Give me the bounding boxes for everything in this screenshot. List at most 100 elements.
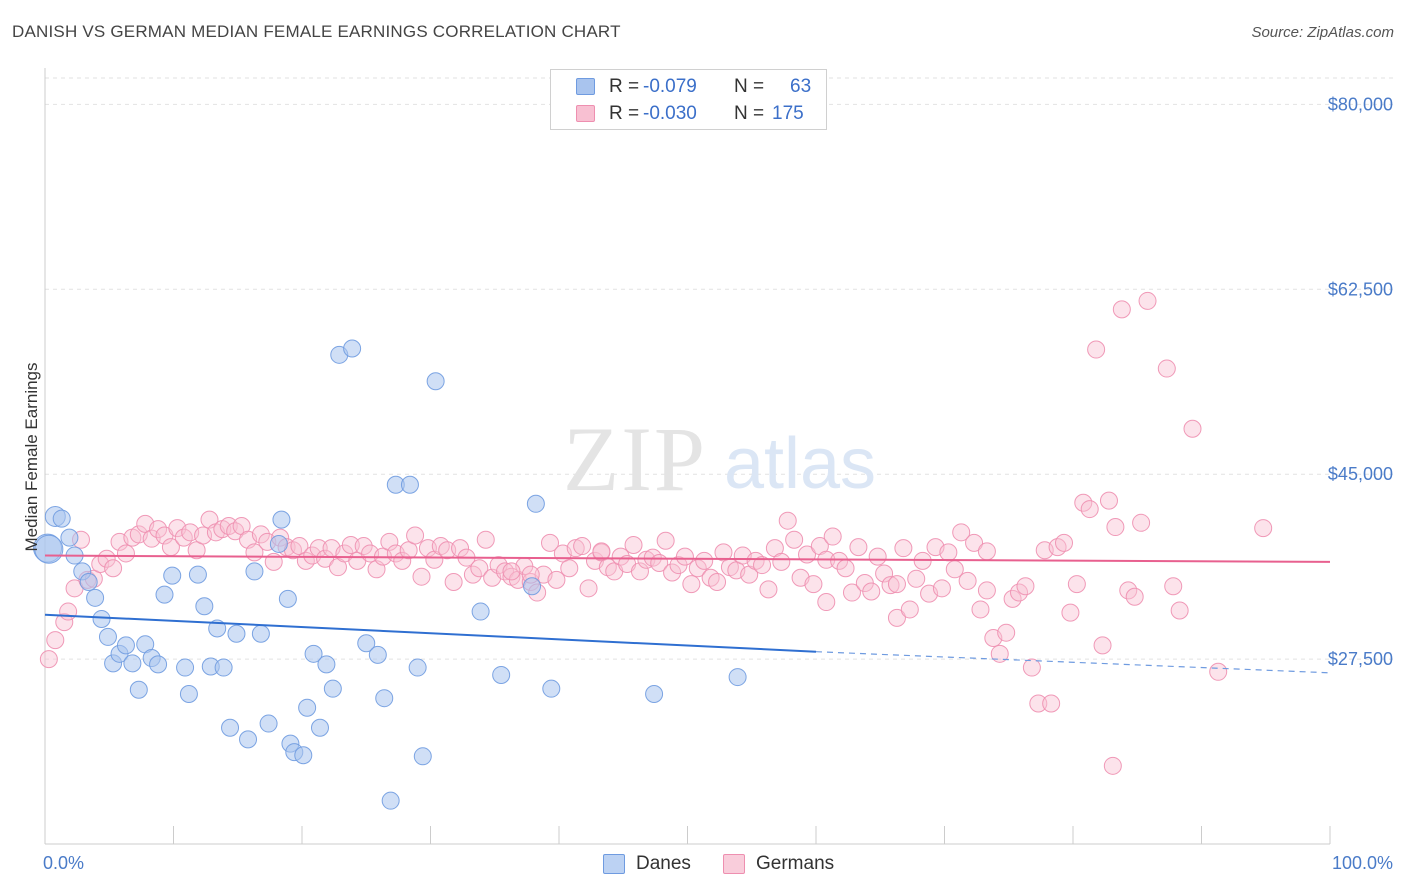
germans-point — [842, 583, 861, 602]
danes-point — [208, 619, 227, 638]
germans-point — [862, 582, 881, 601]
danes-point — [195, 597, 214, 616]
danes-point — [98, 627, 117, 646]
germans-points — [39, 291, 1273, 775]
y-axis-label: Median Female Earnings — [22, 363, 41, 552]
germans-point — [560, 559, 579, 578]
germans-point — [354, 537, 373, 556]
germans-point — [380, 532, 399, 551]
bottom-legend-swatch-germans — [723, 854, 745, 874]
watermark-zip: ZIP — [563, 408, 707, 510]
germans-point — [977, 581, 996, 600]
stats-legend: R = -0.079 N = 63 R = -0.030 N = 175 — [550, 69, 827, 130]
danes-point — [317, 655, 336, 674]
germans-point — [406, 526, 425, 545]
germans-point — [470, 559, 489, 578]
danes-point — [357, 634, 376, 653]
legend-r-label: R = — [609, 103, 640, 124]
germans-point — [682, 575, 701, 594]
y-tick-label: $62,500 — [1328, 279, 1393, 299]
danes-point — [163, 566, 182, 585]
germans-point — [1112, 300, 1131, 319]
danes-point — [368, 645, 387, 664]
germans-point — [958, 571, 977, 590]
germans-point — [1016, 577, 1035, 596]
chart-title: DANISH VS GERMAN MEDIAN FEMALE EARNINGS … — [12, 22, 621, 41]
danes-point — [60, 528, 79, 547]
watermark: ZIP atlas — [563, 408, 876, 510]
germans-point — [785, 530, 804, 549]
germans-point — [502, 562, 521, 581]
germans-point — [932, 579, 951, 598]
germans-point — [1003, 589, 1022, 608]
danes-point — [343, 339, 362, 358]
germans-point — [341, 535, 360, 554]
legend-n-label: N = — [734, 76, 765, 97]
germans-point — [836, 559, 855, 578]
germans-point — [97, 549, 116, 568]
germans-point — [116, 544, 135, 563]
danes-points — [33, 339, 747, 810]
germans-point — [1067, 575, 1086, 594]
germans-point — [1209, 662, 1228, 681]
legend-swatch-germans — [576, 105, 595, 122]
germans-point — [104, 559, 123, 578]
danes-point — [304, 644, 323, 663]
germans-point — [900, 600, 919, 619]
danes-point — [471, 602, 490, 621]
germans-point — [46, 631, 65, 650]
danes-point — [176, 658, 195, 677]
danes-point — [245, 562, 264, 581]
legend-n-label: N = — [734, 103, 765, 124]
bottom-legend-label-danes: Danes — [636, 853, 691, 874]
germans-point — [804, 575, 823, 594]
legend-r-value: -0.079 — [643, 76, 697, 97]
germans-point — [830, 551, 849, 570]
danes-point — [298, 698, 317, 717]
germans-point — [753, 556, 772, 575]
germans-point — [1074, 493, 1093, 512]
danes-point — [155, 585, 174, 604]
danes-point — [728, 668, 747, 687]
germans-point — [547, 570, 566, 589]
germans-point — [1010, 583, 1029, 602]
germans-trendline — [44, 554, 1331, 563]
legend-r-label: R = — [609, 76, 640, 97]
germans-point — [695, 551, 714, 570]
danes-point — [149, 655, 168, 674]
germans-point — [412, 567, 431, 586]
danes-point — [542, 679, 561, 698]
germans-point — [772, 552, 791, 571]
germans-point — [579, 579, 598, 598]
germans-point — [663, 563, 682, 582]
y-tick-labels: $80,000 $62,500 $45,000 $27,500 — [1328, 94, 1393, 669]
danes-point — [323, 679, 342, 698]
danes-point — [400, 475, 419, 494]
germans-point — [1103, 756, 1122, 775]
legend-r-value: -0.030 — [643, 103, 697, 124]
danes-point — [526, 494, 545, 513]
bottom-legend-swatch-danes — [603, 854, 625, 874]
germans-point — [444, 572, 463, 591]
danes-point — [310, 718, 329, 737]
danes-point — [92, 609, 111, 628]
germans-point — [952, 523, 971, 542]
danes-point — [272, 510, 291, 529]
bottom-legend-label-germans: Germans — [756, 853, 835, 874]
germans-point — [1164, 577, 1183, 596]
danes-point — [221, 718, 240, 737]
danes-trendline-extension — [815, 651, 1331, 674]
germans-point — [1093, 636, 1112, 655]
y-tick-label: $45,000 — [1328, 464, 1393, 484]
source-credit: Source: ZipAtlas.com — [1251, 24, 1394, 41]
germans-point — [817, 593, 836, 612]
germans-point — [251, 525, 270, 544]
danes-point — [426, 372, 445, 391]
germans-point — [868, 547, 887, 566]
danes-trendline — [44, 613, 817, 653]
danes-point — [413, 747, 432, 766]
danes-point — [214, 658, 233, 677]
germans-point — [1029, 694, 1048, 713]
x-tick-label-max: 100.0% — [1332, 853, 1393, 873]
